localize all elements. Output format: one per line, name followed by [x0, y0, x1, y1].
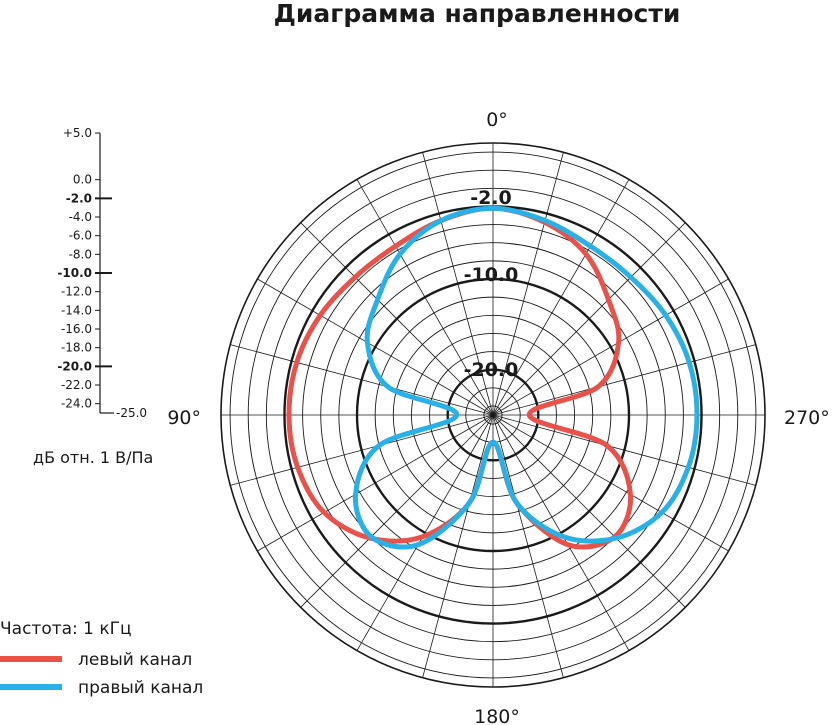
legend-label: правый канал [78, 678, 203, 698]
scale-tick-label: -20.0 [57, 359, 92, 373]
angle-label-270: 270° [784, 407, 830, 429]
series-layer [286, 205, 700, 550]
grid-spoke [257, 278, 494, 416]
ring-label-minus-10: -10.0 [464, 264, 519, 286]
grid-spoke [230, 344, 494, 416]
unit-label: дБ отн. 1 В/Па [33, 448, 153, 467]
scale-tick-label: -4.0 [69, 210, 92, 224]
grid-spoke [300, 222, 494, 416]
grid-spoke [492, 344, 756, 416]
ring-label-minus-2: -2.0 [470, 187, 512, 209]
grid-spoke [300, 414, 494, 608]
grid-spoke [492, 152, 564, 416]
chart-title: Диаграмма направленности [274, 0, 681, 28]
scale-tick-label: -18.0 [61, 341, 92, 355]
scale-tick-label: -25.0 [116, 406, 147, 420]
scale-tick-label: -22.0 [61, 378, 92, 392]
grid-spoke [492, 414, 729, 552]
scale-tick-label: -16.0 [61, 322, 92, 336]
grid-spoke [492, 414, 756, 486]
scale-tick-label: -12.0 [61, 285, 92, 299]
scale-tick-label: -8.0 [69, 247, 92, 261]
ring-label-minus-20: -20.0 [464, 359, 519, 381]
legend: левый канал правый канал [0, 650, 203, 698]
grid-spoke [230, 414, 494, 486]
scale-tick-label: -24.0 [61, 397, 92, 411]
scale-tick-label: +5.0 [63, 126, 92, 140]
scale-tick-label: -2.0 [66, 191, 92, 205]
scale-tick-label: -10.0 [57, 266, 92, 280]
grid-spoke [492, 414, 564, 678]
grid-spoke [492, 222, 686, 416]
series-line-1 [286, 205, 634, 550]
legend-title: Частота: 1 кГц [0, 619, 132, 639]
grid-spoke [422, 414, 494, 678]
db-scale: +5.0 0.0 -2.0 -4.0 -6.0 -8.0 -10.0 -12.0 -14.0 -1… [57, 126, 147, 420]
polar-grid [220, 142, 766, 688]
grid-spoke [492, 414, 686, 608]
scale-tick-label: -14.0 [61, 303, 92, 317]
grid-spoke [422, 152, 494, 416]
grid-spoke [492, 278, 729, 416]
grid-spoke [257, 414, 494, 552]
angle-label-0: 0° [486, 109, 508, 131]
legend-label: левый канал [78, 650, 192, 670]
grid-spoke [356, 414, 494, 651]
scale-tick-label: 0.0 [73, 173, 92, 187]
scale-tick-label: -6.0 [69, 229, 92, 243]
series-line-2 [352, 205, 700, 550]
angle-label-90: 90° [167, 407, 201, 429]
grid-spoke [492, 179, 630, 416]
grid-spoke [356, 179, 494, 416]
angle-label-180: 180° [474, 706, 520, 725]
grid-spoke [492, 414, 630, 651]
